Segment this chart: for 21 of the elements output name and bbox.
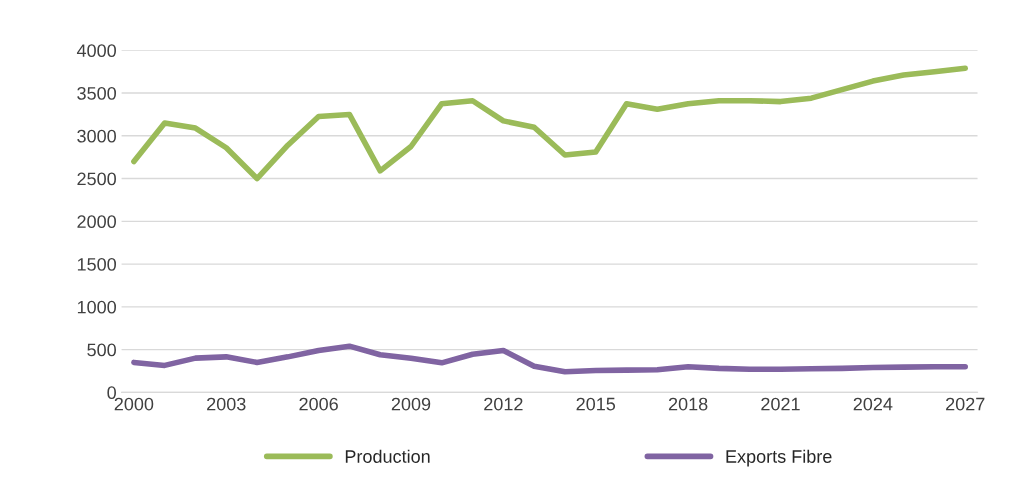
legend-label: Production <box>345 449 430 463</box>
y-tick-label: 1500 <box>77 258 116 271</box>
y-tick-label: 1000 <box>77 300 116 314</box>
legend-label: Exports Fibre <box>726 449 832 467</box>
x-tick-label: 2003 <box>207 397 246 411</box>
y-tick-label: 2500 <box>77 172 116 186</box>
x-tick-label: 2000 <box>114 397 154 411</box>
y-tick-label: 0 <box>107 386 116 400</box>
y-tick-label: 3500 <box>77 86 116 100</box>
y-tick-label: 3000 <box>77 129 116 143</box>
y-tick-label: 2000 <box>77 215 116 229</box>
x-tick-label: 2027 <box>946 397 985 411</box>
x-tick-label: 2012 <box>484 397 523 411</box>
x-tick-label: 2006 <box>299 397 338 411</box>
y-tick-label: 500 <box>87 343 116 357</box>
x-tick-label: 2009 <box>391 397 431 411</box>
x-tick-label: 2018 <box>668 397 708 411</box>
x-tick-label: 2015 <box>576 397 616 411</box>
x-tick-label: 2024 <box>853 397 893 411</box>
x-tick-label: 2021 <box>761 397 800 411</box>
y-tick-label: 4000 <box>76 44 116 58</box>
